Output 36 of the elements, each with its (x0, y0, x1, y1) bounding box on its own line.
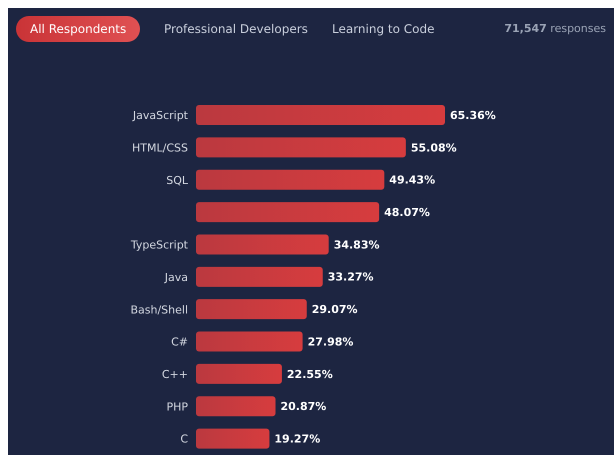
data-label: 29.07% (312, 303, 358, 316)
bar (196, 332, 303, 352)
bar (196, 202, 380, 222)
bar (196, 266, 323, 287)
data-label: 34.83% (334, 238, 380, 252)
data-label: 55.08% (410, 141, 457, 154)
bar (196, 234, 329, 254)
bar (196, 170, 384, 190)
y-tick-label: TypeScript (130, 238, 189, 252)
y-tick-label: Bash/Shell (130, 303, 188, 316)
text: All Respondents (16, 16, 140, 42)
y-tick-label: JavaScript (132, 109, 189, 122)
bar (196, 137, 406, 158)
y-tick-label: C# (171, 336, 188, 349)
y-tick-label: C (180, 432, 188, 446)
y-tick-label: HTML/CSS (132, 141, 188, 154)
bar (196, 299, 307, 320)
bar (196, 396, 276, 416)
bar (196, 428, 270, 449)
data-label: 19.27% (274, 432, 320, 446)
data-label: 20.87% (280, 400, 326, 414)
data-label: 22.55% (286, 368, 333, 381)
data-label: 65.36% (450, 108, 496, 122)
bar (196, 364, 282, 384)
data-label: 27.98% (308, 335, 354, 348)
data-label: 48.07% (384, 206, 430, 219)
data-label: 49.43% (389, 174, 436, 187)
text: 71,547 responses (504, 21, 606, 37)
y-tick-label: C++ (162, 368, 188, 381)
bar (196, 105, 445, 125)
text: Professional Developers (163, 21, 309, 38)
y-tick-label: SQL (166, 174, 189, 187)
text: Learning to Code (331, 21, 436, 38)
data-label: 33.27% (328, 270, 374, 284)
y-tick-label: PHP (166, 400, 188, 414)
y-tick-label: Java (164, 270, 188, 284)
